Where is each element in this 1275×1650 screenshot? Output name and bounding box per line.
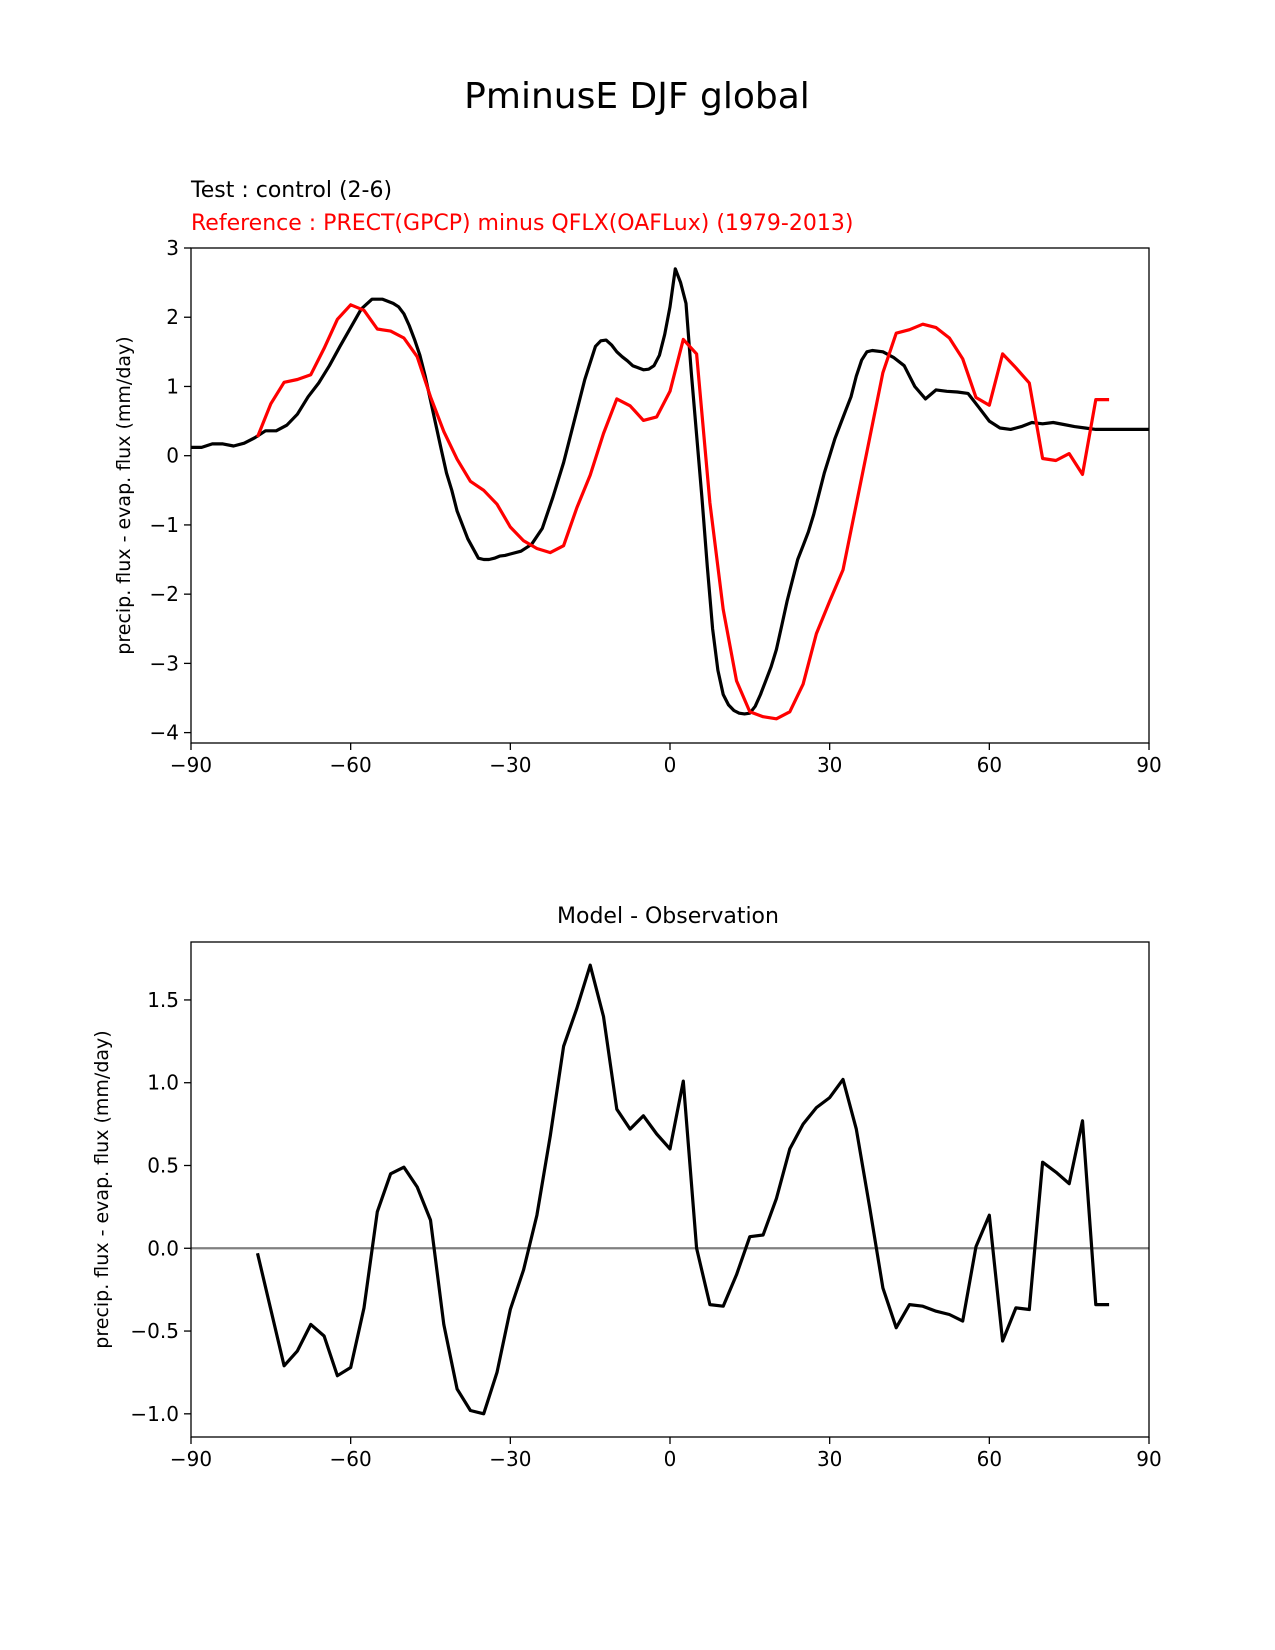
- x-tick-label: 0: [664, 1447, 677, 1471]
- y-tick-label: −3: [150, 651, 179, 675]
- y-tick-label: 0: [166, 444, 179, 468]
- test-label: Test : control (2-6): [190, 178, 392, 203]
- x-tick-label: 90: [1136, 1447, 1161, 1471]
- x-tick-label: −90: [170, 753, 212, 777]
- x-tick-label: 30: [817, 1447, 842, 1471]
- y-tick-label: 0.0: [147, 1236, 179, 1260]
- y-tick-label: 1.5: [147, 988, 179, 1012]
- y-axis-label: precip. flux - evap. flux (mm/day): [113, 336, 135, 654]
- series-line-reference: [256, 303, 1110, 721]
- x-tick-label: 90: [1136, 753, 1161, 777]
- y-axis-label: precip. flux - evap. flux (mm/day): [91, 1030, 113, 1348]
- y-tick-label: −1: [150, 513, 179, 537]
- y-tick-label: −4: [150, 721, 179, 745]
- x-tick-label: 60: [977, 753, 1002, 777]
- x-tick-label: −30: [489, 753, 531, 777]
- x-tick-label: 30: [817, 753, 842, 777]
- x-tick-label: −90: [170, 1447, 212, 1471]
- x-tick-label: −30: [489, 1447, 531, 1471]
- x-tick-label: −60: [330, 753, 372, 777]
- y-tick-label: −1.0: [130, 1402, 179, 1426]
- figure-title: PminusE DJF global: [464, 76, 810, 117]
- y-tick-label: 0.5: [147, 1153, 179, 1177]
- x-tick-label: −60: [330, 1447, 372, 1471]
- reference-label: Reference : PRECT(GPCP) minus QFLX(OAFLu…: [191, 211, 853, 236]
- y-tick-label: −2: [150, 582, 179, 606]
- y-tick-label: 1.0: [147, 1071, 179, 1095]
- x-tick-label: 0: [664, 753, 677, 777]
- y-tick-label: −0.5: [130, 1319, 179, 1343]
- series-line-primary: [255, 963, 1110, 1416]
- diff-panel-title: Model - Observation: [557, 904, 779, 929]
- series-line-primary: [191, 267, 1149, 716]
- top-panel: −90 −60 −30 0 30 60 90 −4 −3 −2 −1 0 1 2 3 precip. flux…: [113, 236, 1162, 777]
- y-tick-label: 3: [166, 236, 179, 260]
- y-tick-label: 2: [166, 305, 179, 329]
- y-tick-label: 1: [166, 374, 179, 398]
- x-tick-label: 60: [977, 1447, 1002, 1471]
- bottom-panel: −90 −60 −30 0 30 60 90 −1.0 −0.5 0.0 0.5 1.0 1.5 prec…: [91, 941, 1162, 1471]
